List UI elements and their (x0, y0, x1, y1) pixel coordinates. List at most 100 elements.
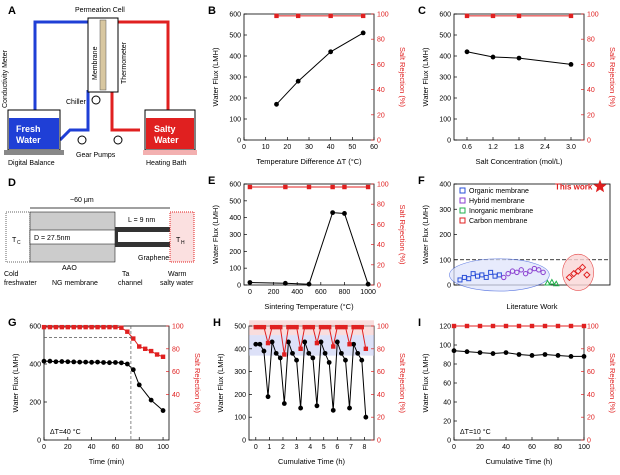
data-point (505, 270, 511, 277)
x-tick-label: 100 (578, 444, 590, 451)
rejection-point (365, 184, 371, 190)
y2-tick-label: 80 (377, 37, 385, 44)
rejection-point (265, 340, 271, 346)
rejection-point (113, 324, 118, 330)
flux-point (529, 353, 535, 358)
y-tick-label: 80 (443, 362, 451, 369)
x-tick-label: 20 (476, 444, 484, 451)
y2-tick-label: 40 (172, 392, 180, 399)
y-tick-label: 400 (234, 346, 246, 353)
x-tick-label: 50 (348, 144, 356, 151)
x-tick-label: 100 (157, 444, 169, 451)
data-point (496, 272, 502, 278)
y2-tick-label: 80 (587, 346, 595, 353)
flux-point (342, 211, 347, 216)
y-tick-label: 300 (229, 75, 241, 82)
flux-point (302, 339, 308, 345)
rejection-point (542, 323, 548, 329)
rejection-point (306, 324, 311, 330)
legend-marker (459, 187, 466, 194)
y-axis-label: Water Flux (LMH) (421, 47, 430, 106)
flux-point (277, 355, 283, 361)
data-point (544, 279, 551, 286)
y-tick-label: 600 (29, 324, 41, 331)
rejection-line (44, 326, 164, 358)
warm-label-1: Warm (168, 271, 187, 278)
y-tick-label: 0 (237, 138, 241, 145)
x-tick-label: 1.2 (488, 144, 498, 151)
flux-point (359, 357, 365, 363)
y2-tick-label: 20 (377, 112, 385, 119)
y-tick-label: 200 (234, 392, 246, 399)
chart-b: B0 10 20 30 40 50 6001002003004005006000204060… (208, 5, 407, 166)
y2-tick-label: 60 (587, 62, 595, 69)
ta-label-2: channel (118, 280, 143, 287)
flux-point (351, 341, 357, 347)
flux-point (355, 350, 361, 356)
panel-label: F (418, 175, 425, 187)
x-tick-label: 600 (315, 289, 327, 296)
rejection-point (247, 184, 253, 190)
x-tick-label: 4 (308, 444, 312, 451)
x-axis-label: Cumulative Time (h) (278, 457, 346, 466)
gear-pump-icon (113, 135, 123, 145)
y-tick-label: 400 (439, 54, 451, 61)
panel-label: H (213, 317, 221, 329)
flux-point (360, 30, 366, 36)
flux-point (334, 339, 340, 345)
legend-label: Organic membrane (469, 188, 529, 195)
flux-point (490, 351, 496, 356)
rejection-point (529, 323, 535, 329)
rejection-point (331, 344, 336, 349)
y2-tick-label: 40 (377, 392, 385, 399)
x-tick-label: 80 (554, 444, 562, 451)
th-sub-label: H (181, 240, 185, 246)
x-tick-label: 10 (262, 144, 270, 151)
flux-point (294, 357, 299, 363)
diameter-label: D = 27.5nm (34, 235, 71, 242)
y2-tick-label: 60 (587, 369, 595, 376)
flux-line (466, 51, 572, 65)
y2-axis-label: Salt Rejection (%) (398, 204, 407, 265)
y2-tick-label: 60 (172, 369, 180, 376)
y2-tick-label: 0 (587, 138, 591, 145)
flux-point (555, 353, 561, 358)
y2-tick-label: 0 (587, 438, 591, 445)
rejection-point (568, 13, 574, 19)
rejection-point (451, 323, 457, 329)
x-tick-label: 60 (528, 444, 536, 451)
x-tick-label: 2 (281, 444, 285, 451)
thermometer-label: Thermometer (121, 41, 128, 84)
digital-balance-label: Digital Balance (8, 160, 55, 167)
digital-balance (4, 150, 64, 155)
y2-tick-label: 20 (377, 262, 385, 269)
conductivity-meter-label: Conductivity Meter (2, 49, 9, 108)
flux-point (306, 281, 312, 287)
x-axis-label: Temperature Difference ΔT (°C) (256, 157, 362, 166)
panel-label: G (8, 317, 17, 329)
rejection-point (555, 323, 561, 329)
x-tick-label: 0.6 (462, 144, 472, 151)
width-label: ~60 μm (70, 197, 94, 204)
y-tick-label: 0 (242, 438, 246, 445)
flux-point (65, 359, 71, 365)
rejection-point (95, 324, 100, 330)
y-tick-label: 0 (237, 283, 241, 290)
flux-point (310, 355, 316, 361)
rejection-point (253, 324, 258, 330)
x-tick-label: 7 (349, 444, 353, 451)
y-tick-label: 100 (439, 343, 451, 350)
ng-membrane-label: NG membrane (52, 280, 98, 287)
flux-point (261, 348, 267, 354)
panel-label: B (208, 5, 216, 17)
flux-point (148, 397, 154, 403)
y2-axis-label: Salt Rejection (%) (608, 353, 617, 414)
flux-point (286, 339, 291, 345)
fresh-water-label-2: Water (16, 135, 41, 145)
y-tick-label: 200 (439, 96, 451, 103)
y-axis-label: Water Flux (LMH) (211, 205, 220, 264)
rejection-point (568, 323, 574, 329)
flux-point (322, 350, 328, 356)
rejection-point (464, 13, 470, 19)
ta-channel (118, 232, 170, 242)
